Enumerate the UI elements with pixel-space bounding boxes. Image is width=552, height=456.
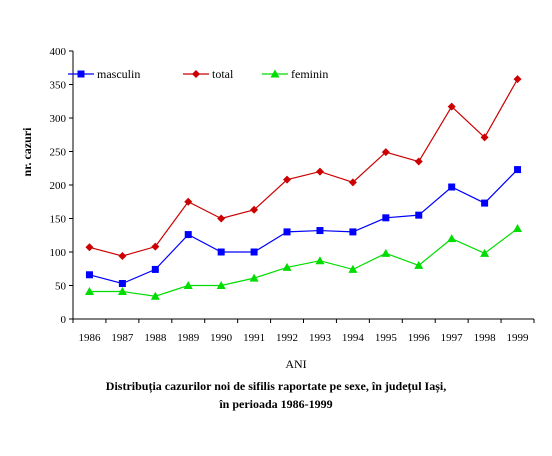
- data-point-total: [283, 175, 292, 184]
- data-point-masculin: [349, 228, 357, 236]
- data-point-total: [250, 205, 259, 214]
- y-tick-label: 150: [50, 214, 67, 226]
- x-tick-label: 1993: [309, 332, 332, 344]
- y-tick-label: 300: [50, 113, 67, 125]
- x-axis-label: ANI: [285, 357, 306, 371]
- x-tick-label: 1995: [375, 332, 398, 344]
- legend-marker: [77, 70, 85, 78]
- x-tick-label: 1990: [210, 332, 233, 344]
- data-point-masculin: [217, 248, 225, 256]
- data-point-masculin: [481, 199, 489, 207]
- data-point-feminin: [150, 291, 160, 300]
- data-point-total: [151, 242, 160, 251]
- data-point-feminin: [84, 287, 94, 296]
- y-tick-labels: 0 50 100 150 200 250 300 350 400: [50, 46, 67, 326]
- data-point-total: [85, 243, 94, 252]
- data-point-feminin: [348, 264, 358, 273]
- legend-item-masculin: masculin: [68, 67, 140, 81]
- data-point-masculin: [151, 265, 159, 273]
- x-tick-label: 1989: [177, 332, 200, 344]
- y-tick-label: 100: [50, 247, 67, 259]
- chart-caption-line-1: Distribuția cazurilor noi de sifilis rap…: [105, 379, 447, 393]
- data-point-total: [118, 252, 127, 261]
- series-line-masculin: [89, 169, 518, 285]
- series-line-feminin: [89, 228, 518, 297]
- legend-marker: [270, 69, 280, 78]
- data-point-total: [447, 102, 456, 111]
- series-line-total: [89, 78, 519, 257]
- data-point-feminin: [513, 224, 523, 233]
- x-tick-label: 1992: [276, 332, 298, 344]
- data-point-feminin: [414, 260, 424, 269]
- legend-label: masculin: [97, 67, 140, 81]
- data-point-feminin: [282, 262, 292, 271]
- legend-item-total: total: [183, 67, 234, 81]
- x-tick-label: 1991: [243, 332, 265, 344]
- series-total: [85, 75, 522, 261]
- data-point-feminin: [447, 234, 457, 243]
- data-point-masculin: [118, 279, 126, 287]
- data-point-feminin: [216, 281, 226, 289]
- data-point-masculin: [85, 271, 93, 279]
- x-tick-label: 1987: [111, 332, 134, 344]
- data-point-total: [184, 197, 193, 206]
- y-tick-label: 200: [50, 180, 67, 192]
- data-point-total: [414, 157, 423, 166]
- y-axis-label: nr. cazuri: [20, 127, 34, 177]
- data-point-feminin: [117, 287, 127, 296]
- y-tick-label: 0: [61, 314, 67, 326]
- data-point-masculin: [448, 183, 456, 191]
- data-point-feminin: [315, 256, 325, 265]
- data-point-feminin: [249, 273, 259, 282]
- data-point-masculin: [250, 248, 258, 256]
- data-point-total: [513, 75, 522, 84]
- y-tick-label: 400: [50, 46, 67, 58]
- chart-series: [84, 75, 523, 300]
- data-point-feminin: [480, 248, 490, 257]
- series-masculin: [85, 166, 522, 287]
- data-point-masculin: [514, 166, 522, 174]
- data-point-total: [348, 178, 357, 187]
- data-point-feminin: [381, 248, 391, 257]
- x-tick-label: 1998: [474, 332, 497, 344]
- data-point-total: [217, 214, 226, 223]
- legend-marker: [192, 70, 200, 78]
- x-tick-label: 1999: [507, 332, 530, 344]
- x-tick-labels: 1986 1987 1988 1989 1990 1991 1992 1993 1994 1995…: [78, 332, 529, 344]
- data-point-masculin: [382, 214, 390, 222]
- legend-label: total: [212, 67, 234, 81]
- x-tick-label: 1996: [408, 332, 431, 344]
- series-feminin: [84, 224, 523, 300]
- x-tick-label: 1994: [342, 332, 365, 344]
- x-tick-label: 1986: [78, 332, 101, 344]
- data-point-masculin: [415, 211, 423, 219]
- y-tick-label: 250: [50, 147, 67, 159]
- data-point-masculin: [283, 228, 291, 236]
- x-tick-label: 1997: [441, 332, 464, 344]
- chart-axes: [69, 50, 535, 323]
- data-point-masculin: [184, 231, 192, 239]
- x-tick-label: 1988: [144, 332, 167, 344]
- y-tick-label: 50: [55, 281, 67, 293]
- legend-item-feminin: feminin: [262, 67, 328, 81]
- data-point-total: [381, 148, 390, 157]
- data-point-total: [480, 133, 489, 142]
- data-point-total: [315, 167, 324, 176]
- chart-caption-line-2: în perioada 1986-1999: [219, 397, 333, 411]
- chart-legend: masculin total feminin: [68, 67, 328, 81]
- legend-label: feminin: [291, 67, 328, 81]
- y-tick-label: 350: [50, 80, 67, 92]
- data-point-feminin: [183, 281, 193, 289]
- data-point-masculin: [316, 227, 324, 235]
